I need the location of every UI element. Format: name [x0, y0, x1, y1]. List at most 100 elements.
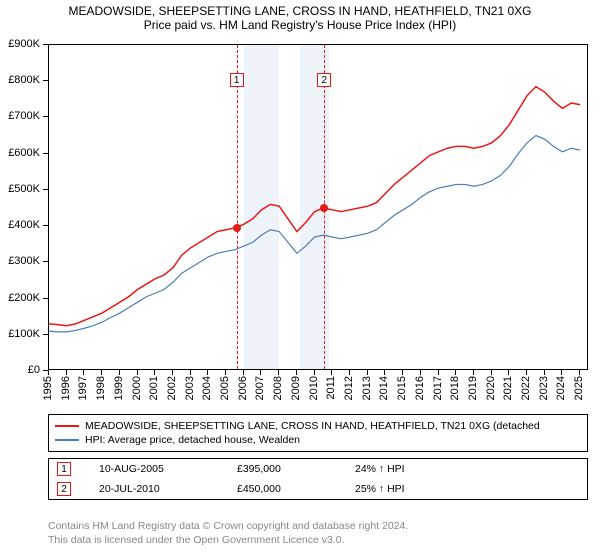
price-marker-label: 1 — [230, 73, 244, 87]
legend: MEADOWSIDE, SHEEPSETTING LANE, CROSS IN … — [48, 414, 588, 452]
marker-table-row: 1 10-AUG-2005 £395,000 24% ↑ HPI — [49, 459, 587, 479]
price-marker-dot — [320, 204, 328, 212]
marker-date: 10-AUG-2005 — [99, 463, 209, 475]
series-line — [49, 136, 580, 332]
x-tick — [367, 370, 368, 375]
x-tick — [137, 370, 138, 375]
x-axis-label: 2025 — [573, 376, 585, 400]
x-tick — [48, 370, 49, 375]
x-axis-label: 2003 — [184, 376, 196, 400]
x-tick — [402, 370, 403, 375]
footnote: Contains HM Land Registry data © Crown c… — [48, 520, 408, 547]
x-axis-label: 2010 — [308, 376, 320, 400]
x-tick — [314, 370, 315, 375]
x-tick — [331, 370, 332, 375]
y-axis-label: £0 — [0, 364, 40, 376]
x-tick — [172, 370, 173, 375]
x-tick — [508, 370, 509, 375]
y-tick — [43, 261, 48, 262]
footnote-line: This data is licensed under the Open Gov… — [48, 534, 408, 548]
y-axis-label: £800K — [0, 74, 40, 86]
x-axis-label: 2017 — [432, 376, 444, 400]
x-tick — [526, 370, 527, 375]
marker-delta: 25% ↑ HPI — [355, 483, 405, 495]
x-tick — [384, 370, 385, 375]
x-tick — [101, 370, 102, 375]
marker-date: 20-JUL-2010 — [99, 483, 209, 495]
x-axis-label: 1997 — [77, 376, 89, 400]
legend-swatch — [55, 439, 79, 441]
x-axis-label: 1998 — [95, 376, 107, 400]
x-axis-label: 2023 — [538, 376, 550, 400]
x-axis-label: 2011 — [325, 376, 337, 400]
x-tick — [473, 370, 474, 375]
legend-swatch — [55, 425, 79, 427]
x-axis-label: 2020 — [485, 376, 497, 400]
x-tick — [83, 370, 84, 375]
legend-item: MEADOWSIDE, SHEEPSETTING LANE, CROSS IN … — [55, 419, 581, 433]
y-axis-label: £700K — [0, 110, 40, 122]
x-axis-label: 2000 — [131, 376, 143, 400]
marker-table: 1 10-AUG-2005 £395,000 24% ↑ HPI 2 20-JUL-201… — [48, 458, 588, 500]
marker-table-row: 2 20-JUL-2010 £450,000 25% ↑ HPI — [49, 479, 587, 499]
x-tick — [278, 370, 279, 375]
x-tick — [119, 370, 120, 375]
x-tick — [544, 370, 545, 375]
legend-label: MEADOWSIDE, SHEEPSETTING LANE, CROSS IN … — [85, 420, 540, 432]
y-axis-label: £600K — [0, 147, 40, 159]
x-axis-label: 2021 — [502, 376, 514, 400]
x-tick — [207, 370, 208, 375]
legend-label: HPI: Average price, detached house, Weal… — [85, 434, 300, 446]
y-tick — [43, 153, 48, 154]
y-axis-label: £400K — [0, 219, 40, 231]
x-axis-label: 2001 — [148, 376, 160, 400]
series-lines — [49, 45, 589, 371]
x-tick — [420, 370, 421, 375]
x-tick — [296, 370, 297, 375]
x-tick — [491, 370, 492, 375]
marker-price: £395,000 — [237, 463, 327, 475]
x-axis-label: 1996 — [60, 376, 72, 400]
x-axis-label: 2024 — [555, 376, 567, 400]
y-axis-label: £100K — [0, 328, 40, 340]
x-axis-label: 2015 — [396, 376, 408, 400]
x-axis-label: 2008 — [272, 376, 284, 400]
y-tick — [43, 80, 48, 81]
y-tick — [43, 298, 48, 299]
x-axis-label: 2004 — [201, 376, 213, 400]
price-marker-dot — [233, 224, 241, 232]
x-axis-label: 2012 — [343, 376, 355, 400]
chart-title: MEADOWSIDE, SHEEPSETTING LANE, CROSS IN … — [0, 4, 600, 18]
x-axis-label: 2022 — [520, 376, 532, 400]
chart-subtitle: Price paid vs. HM Land Registry's House … — [0, 18, 600, 32]
y-tick — [43, 334, 48, 335]
y-axis-label: £900K — [0, 38, 40, 50]
x-axis-label: 2005 — [219, 376, 231, 400]
y-tick — [43, 225, 48, 226]
x-tick — [455, 370, 456, 375]
x-axis-label: 1995 — [42, 376, 54, 400]
x-axis-label: 2019 — [467, 376, 479, 400]
marker-id-box: 1 — [57, 462, 71, 476]
x-tick — [243, 370, 244, 375]
x-axis-label: 2002 — [166, 376, 178, 400]
x-tick — [154, 370, 155, 375]
x-tick — [579, 370, 580, 375]
marker-id-box: 2 — [57, 482, 71, 496]
x-tick — [349, 370, 350, 375]
x-axis-label: 2018 — [449, 376, 461, 400]
legend-item: HPI: Average price, detached house, Weal… — [55, 433, 581, 447]
x-axis-label: 1999 — [113, 376, 125, 400]
plot-area: 12 — [48, 44, 588, 370]
x-tick — [66, 370, 67, 375]
marker-delta: 24% ↑ HPI — [355, 463, 405, 475]
x-tick — [561, 370, 562, 375]
y-tick — [43, 189, 48, 190]
x-tick — [225, 370, 226, 375]
x-axis-label: 2013 — [361, 376, 373, 400]
marker-price: £450,000 — [237, 483, 327, 495]
x-tick — [260, 370, 261, 375]
y-axis-label: £300K — [0, 255, 40, 267]
series-line — [49, 87, 580, 326]
x-tick — [438, 370, 439, 375]
